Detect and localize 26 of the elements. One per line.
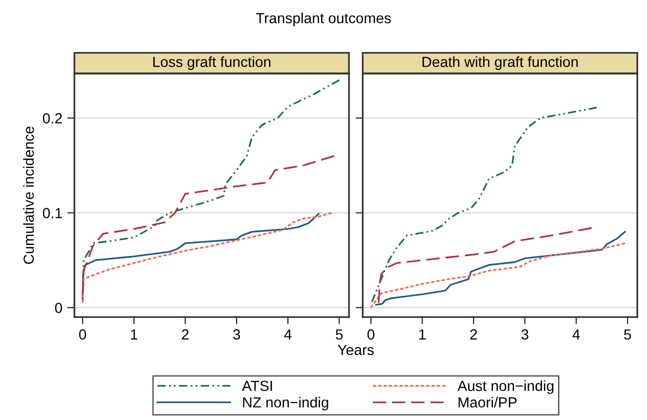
x-tick-label: 2: [470, 329, 477, 340]
chart-subtitle: Transplant outcomes: [256, 12, 391, 26]
chart-title: Loss graft function: [153, 56, 270, 70]
legend-label: Aust non−indig: [457, 380, 554, 394]
legend-label: NZ non−indig: [243, 396, 328, 410]
y-tick-label: 0: [55, 302, 62, 314]
x-tick-label: 4: [572, 329, 580, 340]
x-tick-label: 5: [336, 329, 343, 340]
x-tick-label: 3: [233, 329, 240, 340]
line-series: [82, 155, 335, 296]
x-tick-label: 2: [182, 329, 189, 340]
legend-label: ATSI: [242, 380, 272, 392]
chart-title: Death with graft function: [422, 56, 578, 70]
x-tick-label: 1: [130, 329, 138, 340]
y-tick-label: 0.2: [42, 113, 62, 124]
x-tick-label: 1: [419, 329, 426, 340]
x-tick-label: 0: [367, 329, 374, 340]
legend-label: Maori/PP: [458, 396, 517, 408]
line-series: [82, 79, 340, 301]
y-axis-title: Cumulative incidence: [23, 126, 34, 264]
x-axis-title: Years: [338, 344, 374, 356]
x-tick-label: 3: [521, 329, 528, 340]
x-tick-label: 5: [624, 329, 631, 340]
y-tick-label: 0.1: [42, 208, 62, 218]
x-tick-label: 4: [284, 329, 292, 340]
x-tick-label: 0: [79, 329, 86, 340]
